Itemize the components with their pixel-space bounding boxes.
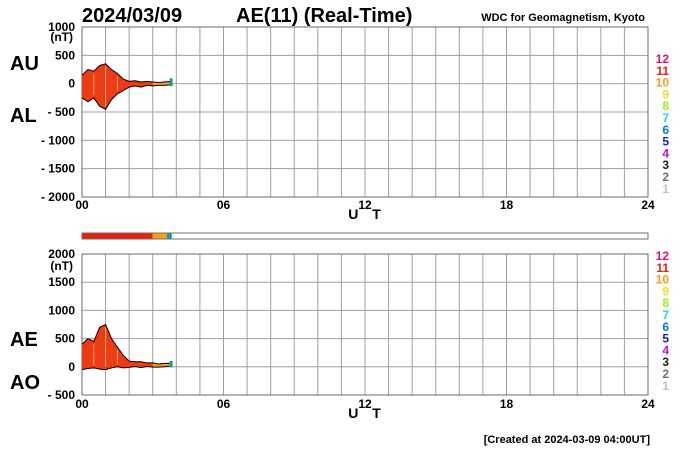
y-tick-label: 1500 xyxy=(48,275,75,289)
x-tick-label: 18 xyxy=(500,397,514,411)
y-tick-label: 0 xyxy=(68,360,75,374)
side-label-upper: AE xyxy=(10,329,38,351)
level-label: 1 xyxy=(662,182,669,196)
level-label: 12 xyxy=(656,249,670,263)
level-label: 3 xyxy=(662,355,669,369)
x-tick-label: 06 xyxy=(217,198,231,212)
x-tick-label: 24 xyxy=(641,198,655,212)
level-label: 6 xyxy=(662,320,669,334)
latest-value-marker xyxy=(169,78,173,87)
level-bar-segment xyxy=(169,233,172,239)
side-label-lower: AL xyxy=(10,105,37,127)
series-line-ae xyxy=(81,323,172,365)
plot-frame xyxy=(81,253,649,396)
level-label: 4 xyxy=(662,343,669,357)
x-axis-label: U T xyxy=(348,206,386,222)
level-bar-segment xyxy=(152,233,167,239)
side-label-lower: AO xyxy=(10,372,40,394)
level-label: 9 xyxy=(662,87,669,101)
level-label: 8 xyxy=(662,296,669,310)
series-line-al xyxy=(81,83,172,110)
x-tick-label: 00 xyxy=(75,397,89,411)
plot-frame xyxy=(81,26,649,198)
series-line-ao xyxy=(81,364,172,371)
y-tick-label: 500 xyxy=(55,48,75,62)
level-label: 5 xyxy=(662,135,669,149)
x-tick-label: 18 xyxy=(500,198,514,212)
y-tick-label: - 500 xyxy=(48,388,76,402)
x-tick-label: 00 xyxy=(75,198,89,212)
ae-ao-panel: 2000 1500 1000 500 0 - 500 (nT) AE AO 00 06 12 18 24 U… xyxy=(10,247,655,421)
side-label-upper: AU xyxy=(10,53,39,75)
level-label: 12 xyxy=(656,52,670,66)
series-fill-area xyxy=(82,63,172,110)
level-label: 10 xyxy=(656,76,670,90)
level-label: 4 xyxy=(662,146,669,160)
plot-date: 2024/03/09 xyxy=(82,5,182,27)
level-label: 2 xyxy=(662,367,669,381)
series-tail-area xyxy=(152,80,172,86)
y-tick-label: 1000 xyxy=(48,303,75,317)
level-label: 5 xyxy=(662,332,669,346)
created-timestamp: [Created at 2024-03-09 04:00UT] xyxy=(484,434,651,446)
level-label: 7 xyxy=(662,111,669,125)
y-tick-label: 2000 xyxy=(48,247,75,261)
level-bar-segment xyxy=(166,233,170,239)
series-fill-area xyxy=(82,324,172,370)
y-tick-label: - 2000 xyxy=(41,190,75,204)
plot-title: AE(11) (Real-Time) xyxy=(236,5,412,27)
level-label: 6 xyxy=(662,123,669,137)
level-label: 9 xyxy=(662,284,669,298)
x-axis-label: U T xyxy=(348,405,386,421)
level-label: 1 xyxy=(662,379,669,393)
y-unit-label: (nT) xyxy=(50,259,73,273)
y-tick-label: - 500 xyxy=(48,105,76,119)
y-tick-label: - 1000 xyxy=(41,133,75,147)
y-unit-label: (nT) xyxy=(50,30,73,44)
level-label: 11 xyxy=(656,64,669,78)
level-label: 2 xyxy=(662,170,669,184)
level-bar-segment xyxy=(82,233,153,239)
x-tick-label: 12 xyxy=(358,198,372,212)
y-tick-label: 0 xyxy=(68,77,75,91)
data-source: WDC for Geomagnetism, Kyoto xyxy=(481,12,645,24)
x-tick-label: 06 xyxy=(217,397,231,411)
level-label: 8 xyxy=(662,99,669,113)
y-tick-label: 1000 xyxy=(48,20,75,34)
level-label: 7 xyxy=(662,308,669,322)
au-al-panel: 1000 500 0 - 500 - 1000 - 1500 - 2000 (nT) AU AL 0… xyxy=(10,20,655,222)
activity-level-bar xyxy=(81,232,649,240)
level-label: 11 xyxy=(656,261,669,275)
x-tick-label: 12 xyxy=(358,397,372,411)
latest-value-marker xyxy=(169,360,173,368)
level-label: 10 xyxy=(656,273,670,287)
y-tick-label: 500 xyxy=(55,332,75,346)
y-tick-label: - 1500 xyxy=(41,162,75,176)
series-line-au xyxy=(81,63,172,84)
level-label: 3 xyxy=(662,158,669,172)
x-tick-label: 24 xyxy=(641,397,655,411)
